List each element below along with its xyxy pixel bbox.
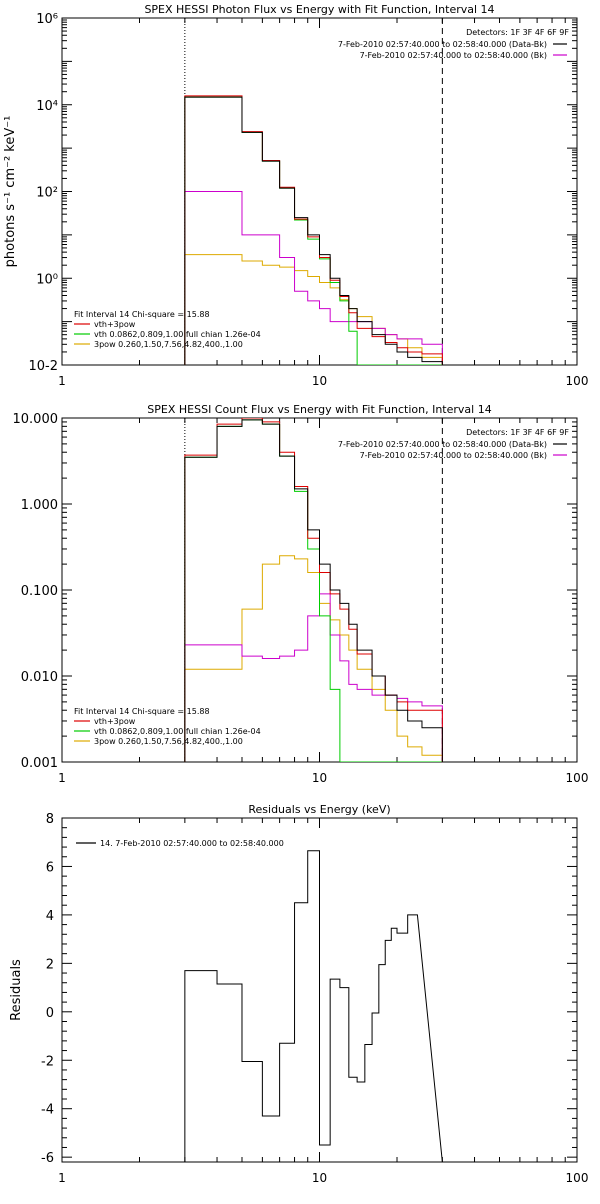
series-line: [184, 95, 443, 365]
series-line: [184, 419, 443, 762]
x-axis: 1 10 100: [58, 418, 588, 785]
y-axis-label: photons s⁻¹ cm⁻² keV⁻¹: [3, 116, 18, 268]
x-axis: 1 10 100: [58, 818, 588, 1185]
series-line: [184, 593, 443, 762]
x-axis: 1 10 100: [58, 18, 588, 388]
y-tick-label: 10⁴: [36, 99, 58, 114]
x-tick-label: 1: [58, 771, 66, 785]
x-tick-label: 10: [312, 771, 327, 785]
y-tick-label: 0.010: [21, 670, 58, 685]
legend-item-label: 3pow 0.260,1.50,7.56,4.82,400.,1.00: [94, 737, 243, 746]
y-tick-label: -6: [41, 1151, 54, 1166]
chart-2: SPEX HESSI Count Flux vs Energy with Fit…: [13, 403, 589, 785]
legend-item-label: 7-Feb-2010 02:57:40.000 to 02:58:40.000 …: [338, 40, 547, 49]
fit-info: Fit Interval 14 Chi-square = 15.88: [74, 310, 210, 319]
series-line: [184, 191, 443, 365]
y-tick-label: 4: [46, 909, 54, 924]
legend-item-label: 14. 7-Feb-2010 02:57:40.000 to 02:58:40.…: [100, 839, 284, 848]
legend-item-label: vth+3pow: [94, 717, 136, 726]
y-tick-label: 10.000: [13, 412, 59, 427]
y-tick-label: 0: [46, 1006, 54, 1021]
x-tick-label: 100: [566, 374, 589, 388]
legend-item-label: 3pow 0.260,1.50,7.56,4.82,400.,1.00: [94, 340, 243, 349]
fit-info: Fit Interval 14 Chi-square = 15.88: [74, 707, 210, 716]
chart-title: SPEX HESSI Photon Flux vs Energy with Fi…: [144, 3, 494, 16]
y-tick-label: 2: [46, 957, 54, 972]
y-axis: 0.001 0.010 0.100 1.000 10.000: [13, 412, 577, 771]
series-line: [184, 555, 443, 762]
y-tick-label: 10⁶: [36, 12, 58, 27]
chart-1: SPEX HESSI Photon Flux vs Energy with Fi…: [3, 3, 588, 388]
series-group: [184, 95, 443, 365]
x-tick-label: 100: [566, 771, 589, 785]
series-group: [184, 850, 443, 1162]
detectors-label: Detectors: 1F 3F 4F 6F 9F: [466, 28, 569, 37]
y-tick-label: 6: [46, 860, 54, 875]
y-axis-label: Residuals: [9, 959, 24, 1021]
legend-item-label: vth 0.0862,0.809,1.00 full chian 1.26e-0…: [94, 727, 261, 736]
detectors-label: Detectors: 1F 3F 4F 6F 9F: [466, 428, 569, 437]
y-tick-label: 10⁰: [36, 272, 58, 287]
chart-3: Residuals vs Energy (keV) 1 10 100 -6 -4 -2 0 2 4…: [9, 803, 588, 1185]
x-tick-label: 1: [58, 1171, 66, 1185]
series-group: [184, 418, 443, 762]
series-line: [184, 96, 443, 365]
legend-item-label: 7-Feb-2010 02:57:40.000 to 02:58:40.000 …: [360, 451, 547, 460]
y-axis: -6 -4 -2 0 2 4 6 8: [41, 812, 577, 1166]
legend-item-label: 7-Feb-2010 02:57:40.000 to 02:58:40.000 …: [338, 440, 547, 449]
x-tick-label: 1: [58, 374, 66, 388]
y-tick-label: -2: [41, 1054, 54, 1069]
y-tick-label: 8: [46, 812, 54, 827]
series-line: [184, 96, 443, 365]
series-line: [184, 850, 443, 1162]
legend-item-label: vth 0.0862,0.809,1.00 full chian 1.26e-0…: [94, 330, 261, 339]
x-tick-label: 10: [312, 374, 327, 388]
y-axis: 10-2 10⁰ 10² 10⁴ 10⁶: [28, 12, 577, 374]
legend-item-label: 7-Feb-2010 02:57:40.000 to 02:58:40.000 …: [360, 51, 547, 60]
y-tick-label: -4: [41, 1103, 54, 1118]
y-tick-label: 0.100: [21, 584, 58, 599]
y-tick-label: 0.001: [21, 756, 58, 771]
y-tick-label: 10-2: [28, 359, 58, 374]
legend-item-label: vth+3pow: [94, 320, 136, 329]
chart-title: Residuals vs Energy (keV): [248, 803, 390, 816]
chart-title: SPEX HESSI Count Flux vs Energy with Fit…: [147, 403, 491, 416]
x-tick-label: 100: [566, 1171, 589, 1185]
y-tick-label: 10²: [36, 186, 58, 201]
y-tick-label: 1.000: [21, 498, 58, 513]
x-tick-label: 10: [312, 1171, 327, 1185]
